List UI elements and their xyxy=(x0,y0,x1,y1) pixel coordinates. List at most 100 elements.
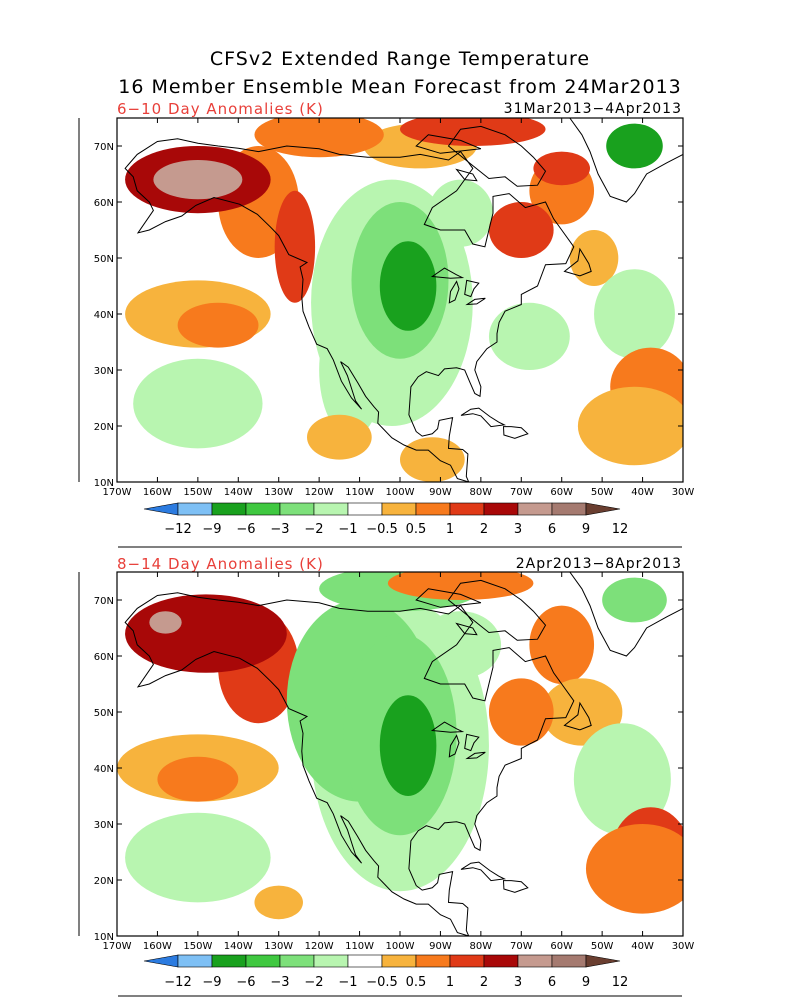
colorbar-swatch xyxy=(517,954,553,968)
colorbar-label: 3 xyxy=(514,975,522,990)
colorbar-label: −9 xyxy=(202,975,221,990)
lon-tick-label: 100W xyxy=(386,941,415,952)
anomaly-patch xyxy=(177,302,259,348)
panel-2-label: 8−14 Day Anomalies (K) xyxy=(117,555,324,573)
anomaly-patch xyxy=(569,230,619,286)
colorbar-swatch xyxy=(245,954,281,968)
lon-tick-label: 70W xyxy=(510,487,533,498)
lon-tick-label: 80W xyxy=(470,487,493,498)
panel-2-dates: 2Apr2013−8Apr2013 xyxy=(515,556,682,572)
lat-tick-label: 50N xyxy=(94,708,114,719)
lon-tick-label: 80W xyxy=(470,941,493,952)
title-line-2: 16 Member Ensemble Mean Forecast from 24… xyxy=(118,76,682,98)
lon-tick-label: 40W xyxy=(631,487,654,498)
lon-tick-label: 60W xyxy=(550,487,573,498)
colorbar-label: −3 xyxy=(270,975,289,990)
colorbar-swatch xyxy=(279,954,315,968)
colorbar-label: 2 xyxy=(480,975,488,990)
colorbar-swatch xyxy=(177,954,213,968)
anomaly-patch xyxy=(488,302,570,370)
colorbar-arrow-low xyxy=(143,954,179,968)
lon-tick-label: 150W xyxy=(183,941,212,952)
lon-tick-label: 110W xyxy=(345,941,374,952)
lon-tick-label: 70W xyxy=(510,941,533,952)
colorbar-label: −12 xyxy=(164,522,191,537)
colorbar-swatch xyxy=(211,502,247,516)
anomaly-patch xyxy=(533,151,591,186)
lon-tick-label: 30W xyxy=(672,487,695,498)
lon-tick-label: 50W xyxy=(591,487,614,498)
colorbar-label: 3 xyxy=(514,522,522,537)
lat-tick-label: 20N xyxy=(94,876,114,887)
colorbar-label: 12 xyxy=(612,975,629,990)
lat-tick-label: 10N xyxy=(94,478,114,489)
colorbar-swatch xyxy=(381,502,417,516)
lon-tick-label: 160W xyxy=(143,487,172,498)
colorbar-label: −1 xyxy=(338,975,357,990)
lon-tick-label: 150W xyxy=(183,487,212,498)
lat-tick-label: 60N xyxy=(94,652,114,663)
colorbar-swatch xyxy=(177,502,213,516)
colorbar-swatch xyxy=(313,954,349,968)
colorbar-swatch xyxy=(551,954,587,968)
colorbar-swatch xyxy=(449,502,485,516)
colorbar-swatch xyxy=(211,954,247,968)
colorbar-label: −2 xyxy=(304,522,323,537)
lon-tick-label: 120W xyxy=(305,487,334,498)
anomaly-patch xyxy=(133,358,263,449)
colorbar-1: −12 −9 −6 −3 −2 −1 −0.5 0.5 1 2 3 6 9 12 xyxy=(143,502,628,537)
colorbar-swatch xyxy=(279,502,315,516)
lon-tick-label: 130W xyxy=(264,487,293,498)
lat-tick-label: 60N xyxy=(94,198,114,209)
anomaly-region xyxy=(488,678,554,746)
colorbar-label: 2 xyxy=(480,522,488,537)
lat-tick-label: 20N xyxy=(94,422,114,433)
colorbar-label: 1 xyxy=(446,522,454,537)
colorbar-label: −1 xyxy=(338,522,357,537)
colorbar-label: −2 xyxy=(304,975,323,990)
colorbar-label: 1 xyxy=(446,975,454,990)
lon-tick-label: 140W xyxy=(224,487,253,498)
colorbar-label: −12 xyxy=(164,975,191,990)
colorbar-swatch xyxy=(415,954,451,968)
title-line-1: CFSv2 Extended Range Temperature xyxy=(209,48,591,70)
anomaly-region xyxy=(149,611,182,634)
panel-1-dates: 31Mar2013−4Apr2013 xyxy=(503,101,682,117)
colorbar-swatch xyxy=(483,954,519,968)
lon-tick-label: 130W xyxy=(264,941,293,952)
anomaly-patch xyxy=(307,414,372,460)
colorbar-label: 0.5 xyxy=(406,975,427,990)
colorbar-label: −9 xyxy=(202,522,221,537)
colorbar-swatch xyxy=(347,502,383,516)
anomaly-region xyxy=(577,386,683,466)
colorbar-arrow-high xyxy=(585,502,621,516)
lon-tick-label: 90W xyxy=(429,487,452,498)
lon-tick-label: 100W xyxy=(386,487,415,498)
lat-tick-label: 30N xyxy=(94,366,114,377)
lat-tick-label: 50N xyxy=(94,254,114,265)
lon-tick-label: 60W xyxy=(550,941,573,952)
coastlines xyxy=(124,572,683,936)
colorbar-swatch xyxy=(483,502,519,516)
anomaly-region xyxy=(379,241,437,331)
anomaly-patch xyxy=(254,885,303,920)
colorbar-swatch xyxy=(551,502,587,516)
lon-tick-label: 170W xyxy=(103,941,132,952)
anomaly-region xyxy=(488,202,554,258)
lon-tick-label: 140W xyxy=(224,941,253,952)
colorbar-label: −6 xyxy=(236,975,255,990)
lon-tick-label: 50W xyxy=(591,941,614,952)
colorbar-label: −0.5 xyxy=(366,975,398,990)
anomaly-patch xyxy=(573,723,671,836)
lat-tick-label: 40N xyxy=(94,764,114,775)
colorbar-swatch xyxy=(347,954,383,968)
colorbar-label: 0.5 xyxy=(406,522,427,537)
anomaly-field xyxy=(117,118,683,482)
lon-tick-label: 120W xyxy=(305,941,334,952)
lat-tick-label: 40N xyxy=(94,310,114,321)
colorbar-swatch xyxy=(313,502,349,516)
colorbar-swatch xyxy=(245,502,281,516)
lon-tick-label: 160W xyxy=(143,941,172,952)
